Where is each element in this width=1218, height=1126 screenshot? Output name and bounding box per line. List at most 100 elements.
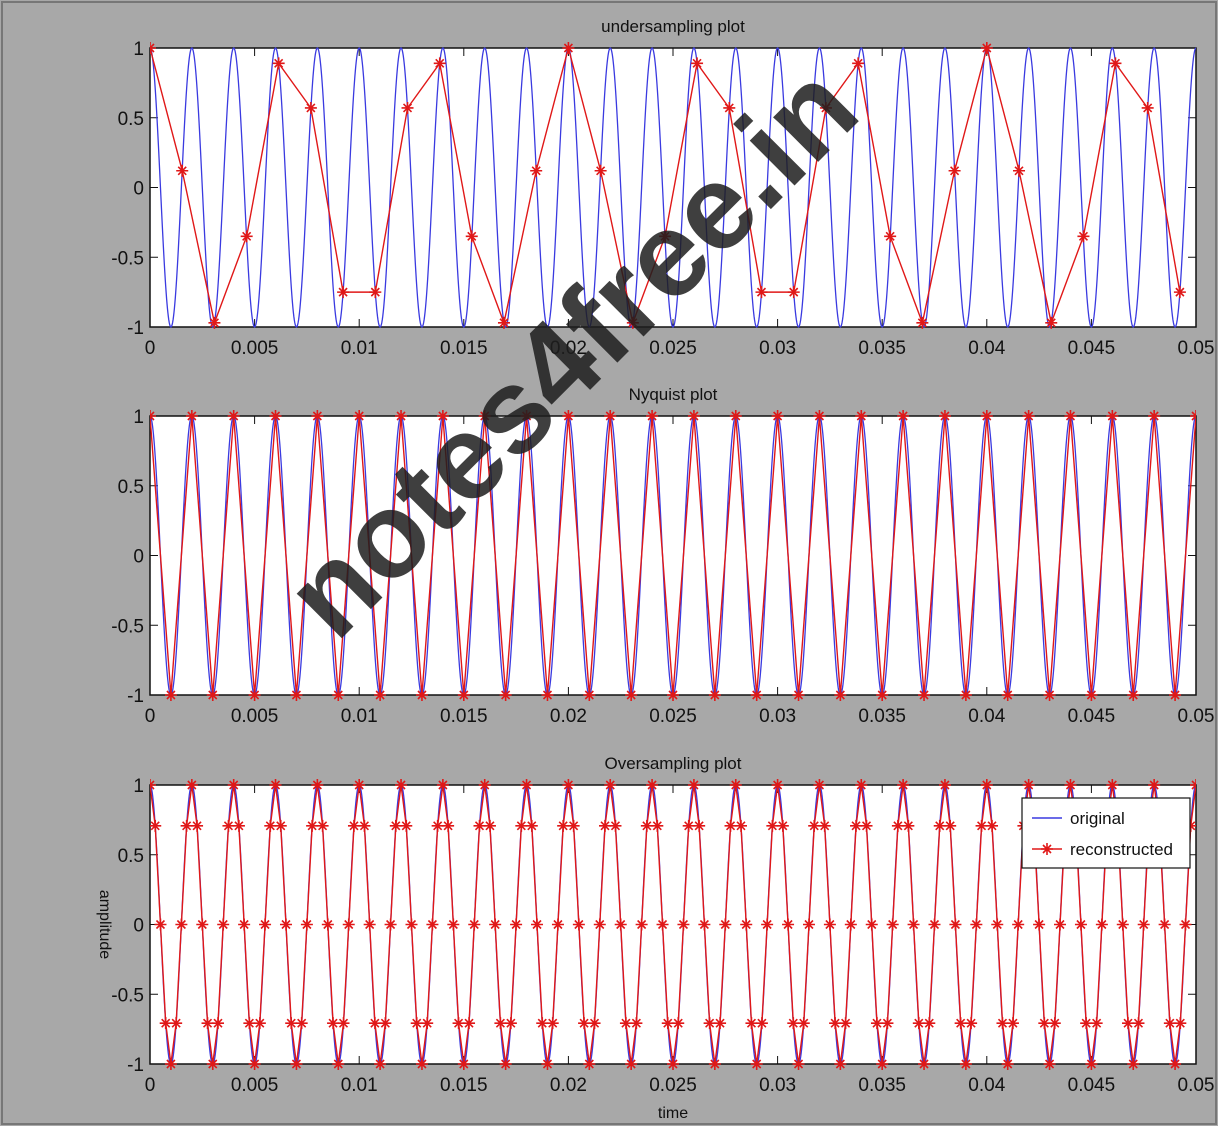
reconstructed-point [465,230,478,243]
reconstructed-point [248,1058,261,1070]
y-tick-label: -1 [127,1055,144,1076]
reconstructed-point [1085,689,1098,701]
x-tick-label: 0.025 [649,706,697,727]
reconstructed-point [991,918,1004,931]
reconstructed-point [483,819,496,832]
reconstructed-point [635,918,648,931]
reconstructed-point [891,819,904,832]
reconstructed-point [949,918,962,931]
reconstructed-point [306,819,319,832]
reconstructed-point [797,1017,810,1030]
reconstructed-point [243,1017,256,1030]
reconstructed-point [185,779,198,791]
reconstructed-point [745,1017,758,1030]
reconstructed-point [358,819,371,832]
reconstructed-point [844,918,857,931]
reconstructed-point [457,1058,470,1070]
reconstructed-point [938,779,951,791]
reconstructed-point [1173,286,1186,299]
reconstructed-point [813,779,826,791]
reconstructed-point [311,410,324,422]
reconstructed-point [719,918,732,931]
x-tick-label: 0.03 [759,706,796,727]
y-tick-label: 0 [133,547,144,568]
subplot-title: undersampling plot [601,17,745,36]
reconstructed-point [401,101,414,114]
reconstructed-point [154,918,167,931]
x-tick-label: 0.03 [759,338,796,359]
reconstructed-point [897,410,910,422]
reconstructed-point [687,410,700,422]
x-tick-label: 0.035 [858,338,906,359]
reconstructed-point [1038,1017,1051,1030]
reconstructed-point [489,918,502,931]
reconstructed-point [723,101,736,114]
reconstructed-point [1095,918,1108,931]
reconstructed-point [1116,918,1129,931]
reconstructed-point [938,410,951,422]
y-tick-label: 1 [133,39,144,60]
reconstructed-point [724,819,737,832]
reconstructed-point [368,1017,381,1030]
reconstructed-point [975,819,988,832]
reconstructed-point [933,819,946,832]
reconstructed-point [782,918,795,931]
reconstructed-point [918,1058,931,1070]
reconstructed-point [687,779,700,791]
reconstructed-point [1179,918,1192,931]
y-tick-label: -1 [127,318,144,339]
reconstructed-point [1013,164,1026,177]
x-tick-label: 0.015 [440,1075,488,1096]
reconstructed-point [259,918,272,931]
reconstructed-point [562,42,575,54]
x-tick-label: 0.02 [550,1075,587,1096]
x-tick-label: 0.045 [1068,1075,1116,1096]
x-axis-label: time [658,1105,688,1122]
y-tick-label: -0.5 [111,616,144,637]
reconstructed-point [1043,1058,1056,1070]
reconstructed-point [740,918,753,931]
reconstructed-point [494,1017,507,1030]
reconstructed-point [536,1017,549,1030]
reconstructed-point [232,819,245,832]
reconstructed-point [369,286,382,299]
reconstructed-point [916,316,929,329]
x-tick-label: 0.005 [231,338,279,359]
reconstructed-point [1137,918,1150,931]
reconstructed-point [510,918,523,931]
reconstructed-point [996,1017,1009,1030]
subplot-title: Nyquist plot [629,385,718,404]
x-tick-label: 0.05 [1178,1075,1215,1096]
y-tick-label: 0.5 [118,109,144,130]
reconstructed-point [640,819,653,832]
x-tick-label: 0.05 [1178,706,1215,727]
reconstructed-point [651,819,664,832]
reconstructed-point [1127,1058,1140,1070]
reconstructed-point [546,1017,559,1030]
reconstructed-point [248,689,261,701]
reconstructed-point [865,918,878,931]
reconstructed-point [834,1058,847,1070]
reconstructed-point [1001,1058,1014,1070]
reconstructed-point [468,918,481,931]
reconstructed-point [708,689,721,701]
reconstructed-point [363,918,376,931]
reconstructed-point [1127,689,1140,701]
reconstructed-point [667,1058,679,1070]
reconstructed-point [897,779,910,791]
reconstructed-point [353,779,366,791]
series-group [150,42,1196,329]
reconstructed-point [766,819,779,832]
reconstructed-point [646,779,659,791]
reconstructed-point [222,819,235,832]
reconstructed-point [870,1017,883,1030]
y-tick-label: -0.5 [111,248,144,269]
reconstructed-point [787,1017,800,1030]
reconstructed-point [436,410,449,422]
reconstructed-point [201,1017,214,1030]
reconstructed-point [379,1017,392,1030]
reconstructed-point [541,1058,554,1070]
reconstructed-point [1033,918,1046,931]
reconstructed-point [332,1058,345,1070]
reconstructed-point [176,164,189,177]
